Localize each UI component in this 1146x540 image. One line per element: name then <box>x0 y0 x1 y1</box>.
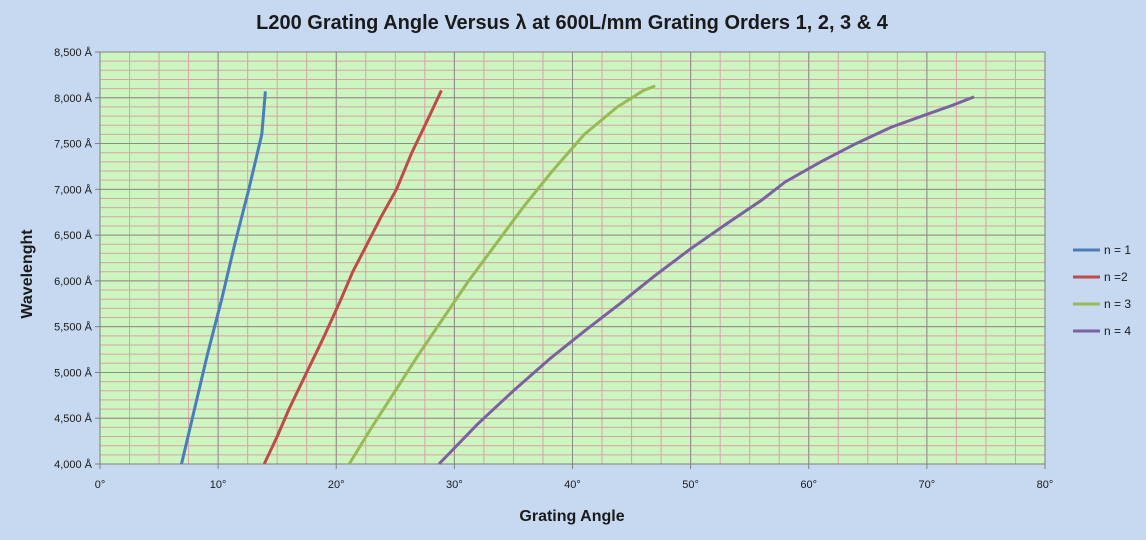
x-tick-label: 20° <box>328 479 345 491</box>
x-axis-ticks: 0° 10° 20° 30° 40° 50° 60° 70° 80° <box>95 464 1054 491</box>
x-tick-label: 30° <box>446 479 463 491</box>
legend-label-1: n = 1 <box>1104 243 1131 257</box>
y-tick-label: 7,000 Å <box>54 183 93 196</box>
y-tick-label: 5,500 Å <box>54 321 93 334</box>
x-tick-label: 60° <box>800 479 817 491</box>
y-tick-label: 4,500 Å <box>54 412 93 425</box>
series-line-1 <box>180 91 267 465</box>
y-tick-label: 5,000 Å <box>54 366 93 379</box>
x-tick-label: 70° <box>919 479 936 491</box>
series-line-4 <box>437 95 975 466</box>
x-axis-label: Grating Angle <box>519 508 624 525</box>
y-tick-label: 7,500 Å <box>54 138 93 151</box>
chart-title: L200 Grating Angle Versus λ at 600L/mm G… <box>256 12 889 34</box>
x-tick-label: 0° <box>95 479 106 491</box>
y-tick-label: 4,000 Å <box>54 458 93 471</box>
x-tick-label: 10° <box>210 479 227 491</box>
legend-label-3: n = 3 <box>1104 297 1131 311</box>
y-tick-label: 6,500 Å <box>54 229 93 242</box>
y-tick-label: 8,500 Å <box>54 46 93 59</box>
series-line-2 <box>262 89 443 465</box>
series-lines <box>180 84 975 466</box>
y-axis-ticks: 4,000 Å 4,500 Å 5,000 Å 5,500 Å 6,000 Å 6,500… <box>54 46 100 471</box>
x-tick-label: 80° <box>1037 479 1054 491</box>
series-line-3 <box>347 84 656 465</box>
legend-label-4: n = 4 <box>1104 324 1131 338</box>
x-tick-label: 40° <box>564 479 581 491</box>
legend: n = 1 n =2 n = 3 n = 4 <box>1073 243 1131 338</box>
x-tick-label: 50° <box>682 479 699 491</box>
y-axis-label: Wavelenght <box>19 229 36 319</box>
y-tick-label: 6,000 Å <box>54 275 93 288</box>
legend-label-2: n =2 <box>1104 270 1128 284</box>
y-tick-label: 8,000 Å <box>54 92 93 105</box>
